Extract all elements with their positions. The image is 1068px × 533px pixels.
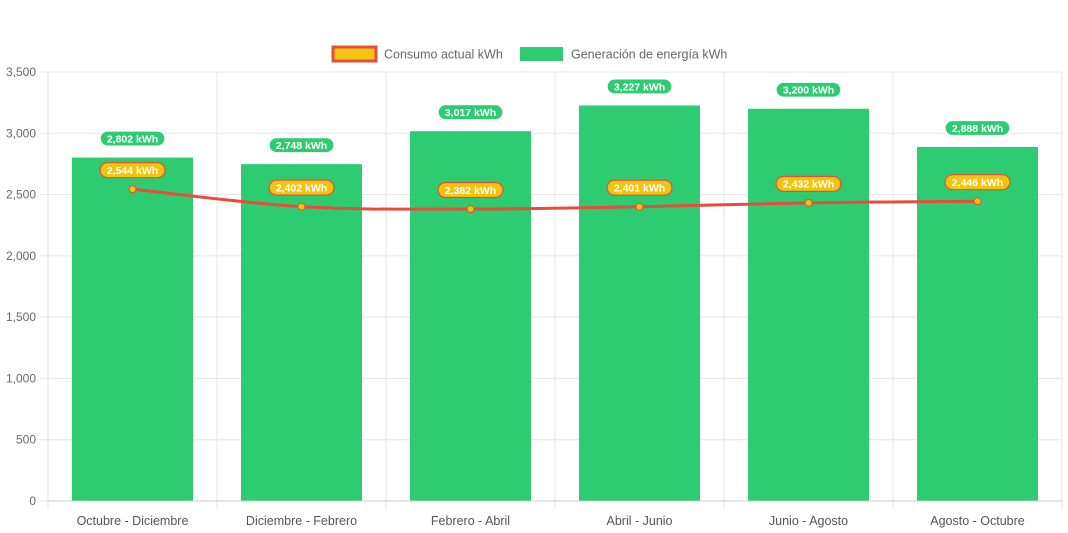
y-tick-label: 2,500 — [6, 188, 36, 202]
line-point — [635, 202, 644, 211]
x-tick-label: Agosto - Octubre — [930, 514, 1025, 528]
bar-data-label: 3,227 kWh — [614, 81, 665, 93]
line-point — [804, 198, 813, 207]
line-data-label: 2,544 kWh — [107, 165, 158, 177]
line-point — [466, 205, 475, 214]
x-tick-label: Febrero - Abril — [431, 514, 510, 528]
bar-data-label: 2,802 kWh — [107, 133, 158, 145]
x-tick-label: Abril - Junio — [607, 514, 673, 528]
legend[interactable]: Consumo actual kWh Generación de energía … — [331, 45, 727, 63]
line-data-label-bg — [437, 181, 504, 199]
x-tick-label: Octubre - Diciembre — [77, 514, 189, 528]
bar — [241, 164, 362, 502]
line-data-label-bg — [775, 175, 842, 193]
axes: 0 500 1,000 1,500 2,000 2,500 3,000 3,500 Octubr… — [6, 65, 1062, 528]
x-tick-label: Diciembre - Febrero — [246, 514, 357, 528]
legend-swatch-consumo — [331, 45, 378, 63]
bar-data-label-bg — [99, 130, 166, 147]
legend-label-generacion: Generación de energía kWh — [571, 48, 727, 62]
bar — [72, 157, 193, 501]
line-point — [297, 202, 306, 211]
line-data-label-bg — [99, 162, 166, 179]
line-data-label-bg — [944, 174, 1011, 191]
bar-data-label-bg — [775, 81, 842, 98]
bar-series — [72, 105, 1038, 502]
y-tick-label: 3,000 — [6, 126, 36, 140]
bar-data-label: 3,017 kWh — [445, 107, 496, 119]
bar-data-label-bg — [437, 104, 504, 121]
line-data-label-bg — [606, 179, 673, 196]
y-tick-label: 0 — [29, 494, 36, 508]
bar — [748, 108, 869, 502]
line-point — [973, 197, 982, 206]
bar-data-label: 2,888 kWh — [952, 123, 1003, 135]
y-tick-label: 1,500 — [6, 310, 36, 324]
bar-data-label: 2,748 kWh — [276, 140, 327, 152]
grid — [40, 71, 1063, 509]
x-tick-label: Junio - Agosto — [769, 514, 848, 528]
line-point — [128, 185, 137, 194]
line-data-label-bg — [268, 179, 335, 196]
bar-data-label: 3,200 kWh — [783, 85, 834, 97]
bar — [917, 147, 1038, 501]
y-tick-label: 3,500 — [6, 65, 36, 79]
line-data-label: 2,446 kWh — [952, 177, 1003, 189]
line-data-label: 2,401 kWh — [614, 183, 665, 195]
data-labels: 2,802 kWh 2,748 kWh 3,017 kWh 3,227 kWh 3,20… — [99, 78, 1011, 199]
bar — [579, 105, 700, 501]
line-data-label: 2,382 kWh — [445, 185, 496, 197]
series-line — [132, 187, 978, 211]
y-tick-label: 1,000 — [6, 371, 36, 385]
line-series — [128, 185, 982, 214]
bar-data-label-bg — [268, 137, 335, 154]
legend-swatch-generacion — [520, 47, 563, 61]
bar-data-label-bg — [944, 119, 1011, 137]
y-tick-label: 2,000 — [6, 249, 36, 263]
bar-data-label-bg — [606, 78, 673, 95]
line-data-label: 2,402 kWh — [276, 182, 327, 194]
line-data-label: 2,432 kWh — [783, 179, 834, 191]
legend-label-consumo: Consumo actual kWh — [384, 48, 503, 62]
y-tick-label: 500 — [16, 433, 36, 447]
